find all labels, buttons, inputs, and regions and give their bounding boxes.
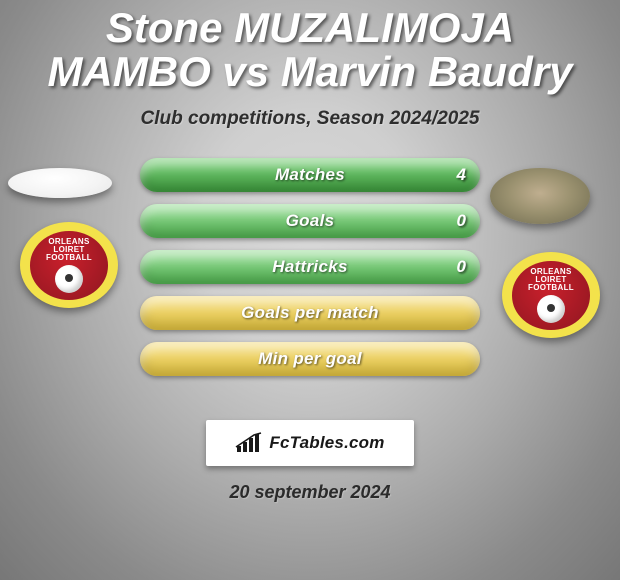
bar-chart-icon (235, 432, 263, 454)
stat-bar-label: Hattricks (272, 257, 347, 277)
club-crest-left: ORLEANS LOIRET FOOTBALL (20, 222, 118, 308)
stat-bar-value-right: 4 (457, 165, 466, 185)
stat-bar-label: Goals (286, 211, 335, 231)
snapshot-date: 20 september 2024 (0, 482, 620, 503)
stats-stage: ORLEANS LOIRET FOOTBALL ORLEANS LOIRET F… (0, 158, 620, 408)
crest-text-bot: FOOTBALL (46, 254, 92, 262)
player-right-photo (490, 168, 590, 224)
comparison-card: Stone MUZALIMOJA MAMBO vs Marvin Baudry … (0, 0, 620, 580)
stat-bar: Goals 0 (140, 204, 480, 238)
crest-ball-icon (55, 265, 83, 293)
club-crest-right-inner: ORLEANS LOIRET FOOTBALL (512, 261, 590, 330)
stat-bar-label: Min per goal (258, 349, 362, 369)
crest-ball-icon (537, 295, 565, 323)
stat-bar: Goals per match (140, 296, 480, 330)
page-title: Stone MUZALIMOJA MAMBO vs Marvin Baudry (0, 0, 620, 94)
stat-bar-label: Matches (275, 165, 345, 185)
footer-brand-text: FcTables.com (269, 433, 384, 453)
stat-bar: Min per goal (140, 342, 480, 376)
crest-text-bot: FOOTBALL (528, 284, 574, 292)
stat-bars: Matches 4 Goals 0 Hattricks 0 Goals per match M… (140, 158, 480, 388)
club-crest-left-inner: ORLEANS LOIRET FOOTBALL (30, 231, 108, 300)
stat-bar-value-right: 0 (457, 257, 466, 277)
stat-bar-value-right: 0 (457, 211, 466, 231)
stat-bar: Matches 4 (140, 158, 480, 192)
season-subtitle: Club competitions, Season 2024/2025 (0, 108, 620, 130)
player-left-photo (8, 168, 112, 198)
stat-bar-label: Goals per match (241, 303, 379, 323)
footer-brand: FcTables.com (206, 420, 414, 466)
stat-bar: Hattricks 0 (140, 250, 480, 284)
club-crest-right: ORLEANS LOIRET FOOTBALL (502, 252, 600, 338)
